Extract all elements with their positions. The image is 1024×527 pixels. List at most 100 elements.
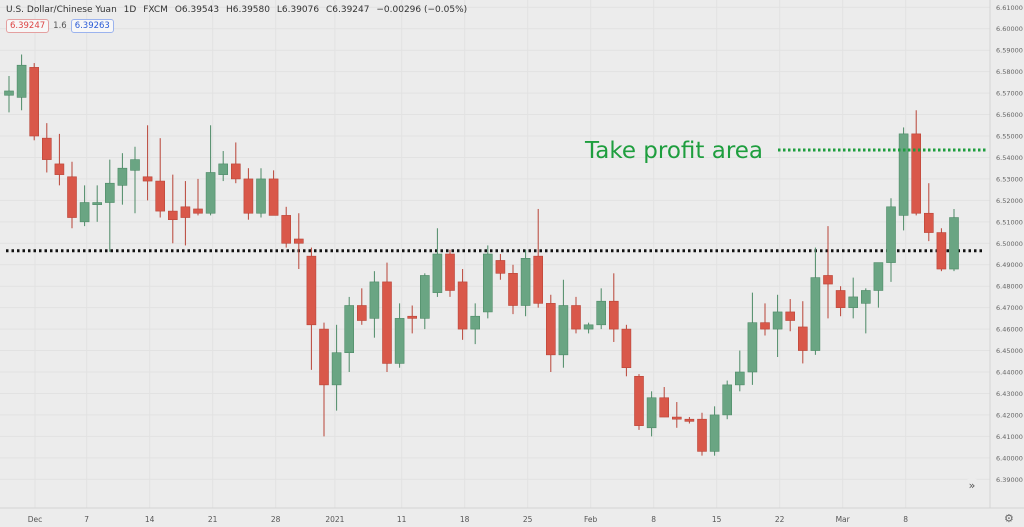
candle-down[interactable]	[407, 305, 418, 334]
candle-body	[419, 275, 430, 319]
candle-body	[671, 416, 682, 420]
candle-down[interactable]	[508, 264, 518, 315]
candle-up[interactable]	[709, 406, 720, 456]
candle-body	[508, 273, 518, 306]
candle-body	[29, 67, 40, 137]
candle-down[interactable]	[495, 254, 506, 280]
candle-down[interactable]	[445, 249, 455, 297]
candle-down[interactable]	[168, 174, 178, 244]
candle-up[interactable]	[394, 303, 405, 368]
candle-up[interactable]	[949, 208, 959, 272]
candles-group[interactable]	[4, 54, 959, 456]
candle-down[interactable]	[67, 161, 77, 229]
candle-down[interactable]	[243, 168, 254, 220]
candle-body	[130, 159, 140, 171]
candle-up[interactable]	[419, 273, 430, 330]
candle-up[interactable]	[92, 185, 102, 222]
candle-down[interactable]	[29, 63, 40, 141]
candle-up[interactable]	[117, 153, 128, 205]
candle-up[interactable]	[79, 185, 90, 227]
double-chevron-right-icon[interactable]: »	[964, 478, 980, 494]
candle-down[interactable]	[319, 322, 329, 437]
candle-up[interactable]	[886, 198, 896, 282]
candle-down[interactable]	[823, 226, 833, 319]
grid-lines	[0, 0, 990, 508]
candle-up[interactable]	[344, 296, 355, 373]
candle-down[interactable]	[760, 303, 770, 336]
candle-down[interactable]	[54, 133, 65, 186]
candle-down[interactable]	[571, 296, 581, 334]
candle-down[interactable]	[659, 387, 670, 418]
time-tick-label: Dec	[28, 515, 43, 524]
candle-down[interactable]	[293, 213, 304, 270]
price-axis[interactable]: 6.61000 6.60000 6.59000 6.58000 6.57000 6.560…	[989, 0, 1024, 527]
candle-up[interactable]	[734, 350, 745, 392]
interval-label[interactable]: 1D	[123, 5, 137, 15]
candle-down[interactable]	[41, 123, 52, 173]
candle-up[interactable]	[772, 294, 783, 357]
candle-down[interactable]	[608, 273, 619, 342]
candle-body	[898, 133, 909, 216]
candle-up[interactable]	[873, 262, 884, 308]
candle-up[interactable]	[130, 146, 140, 214]
candle-down[interactable]	[231, 142, 241, 184]
candle-down[interactable]	[306, 247, 317, 370]
time-tick-label: 21	[208, 515, 218, 524]
candle-down[interactable]	[634, 374, 644, 430]
candle-down[interactable]	[785, 299, 796, 332]
candle-up[interactable]	[16, 54, 27, 111]
candle-up[interactable]	[4, 75, 14, 113]
candle-up[interactable]	[898, 127, 909, 231]
candle-up[interactable]	[482, 245, 493, 319]
candle-up[interactable]	[583, 322, 594, 334]
candle-down[interactable]	[533, 208, 544, 308]
candle-up[interactable]	[722, 380, 733, 420]
candle-up[interactable]	[205, 125, 216, 216]
candle-up[interactable]	[369, 271, 380, 338]
candle-down[interactable]	[155, 138, 165, 218]
candle-down[interactable]	[684, 417, 695, 424]
candle-down[interactable]	[268, 170, 279, 216]
buy-price-badge[interactable]: 6.39263	[70, 19, 114, 33]
candle-body	[16, 64, 27, 98]
candle-down[interactable]	[671, 402, 682, 428]
candle-down[interactable]	[797, 301, 808, 364]
candle-down[interactable]	[457, 269, 468, 340]
candle-up[interactable]	[331, 324, 342, 411]
candle-down[interactable]	[180, 181, 191, 246]
time-axis[interactable]: Dec 7 14 21 28 2021 11 18 25 Feb 8 15 22 Mar 8	[0, 507, 1024, 524]
candle-down[interactable]	[382, 262, 392, 373]
candle-up[interactable]	[558, 279, 569, 368]
sell-price-badge[interactable]: 6.39247	[6, 19, 50, 33]
candle-up[interactable]	[596, 288, 607, 330]
candle-up[interactable]	[470, 303, 481, 345]
price-tick-label: 6.57000	[996, 90, 1023, 98]
gear-icon[interactable]: ⚙	[1004, 512, 1014, 525]
candle-up[interactable]	[848, 277, 859, 319]
candle-down[interactable]	[835, 286, 846, 317]
candle-up[interactable]	[256, 168, 266, 218]
candle-up[interactable]	[646, 391, 657, 437]
candle-body	[495, 260, 506, 274]
candle-down[interactable]	[545, 294, 556, 373]
candle-down[interactable]	[142, 125, 153, 201]
candle-up[interactable]	[520, 249, 531, 317]
candle-down[interactable]	[193, 178, 203, 216]
candle-down[interactable]	[621, 324, 632, 377]
candle-down[interactable]	[697, 412, 707, 456]
candle-down[interactable]	[281, 206, 292, 248]
candle-down[interactable]	[911, 110, 922, 216]
candle-down[interactable]	[356, 288, 367, 325]
candle-up[interactable]	[747, 292, 758, 385]
candle-down[interactable]	[923, 183, 934, 242]
candle-up[interactable]	[105, 159, 115, 252]
candle-up[interactable]	[810, 247, 821, 355]
candle-up[interactable]	[860, 288, 871, 334]
time-tick-label: 22	[775, 515, 785, 524]
price-tick-label: 6.39000	[996, 476, 1023, 484]
candle-down[interactable]	[936, 228, 947, 272]
candle-up[interactable]	[432, 228, 443, 297]
candle-up[interactable]	[218, 151, 228, 182]
